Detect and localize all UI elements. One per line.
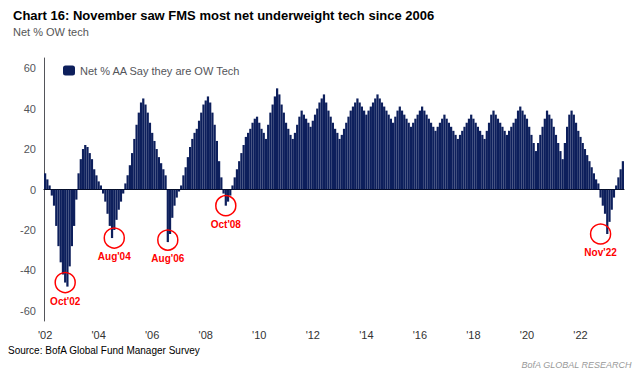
svg-text:Aug'04: Aug'04 xyxy=(98,251,131,262)
svg-text:BofA GLOBAL RESEARCH: BofA GLOBAL RESEARCH xyxy=(521,360,632,370)
svg-text:Oct'02: Oct'02 xyxy=(50,296,81,307)
svg-text:'08: '08 xyxy=(199,329,213,341)
svg-text:-20: -20 xyxy=(20,224,36,236)
svg-text:-40: -40 xyxy=(20,264,36,276)
svg-text:'12: '12 xyxy=(306,329,320,341)
svg-text:Net % AA Say they are OW Tech: Net % AA Say they are OW Tech xyxy=(80,65,239,77)
svg-text:'18: '18 xyxy=(466,329,480,341)
svg-text:0: 0 xyxy=(30,184,36,196)
svg-text:Oct'08: Oct'08 xyxy=(211,219,242,230)
svg-text:40: 40 xyxy=(24,103,36,115)
svg-text:60: 60 xyxy=(24,62,36,74)
svg-text:'02: '02 xyxy=(38,329,52,341)
svg-text:'22: '22 xyxy=(573,329,587,341)
svg-text:Chart 16: November saw FMS mos: Chart 16: November saw FMS most net unde… xyxy=(13,8,434,23)
svg-text:'10: '10 xyxy=(252,329,266,341)
svg-text:Net % OW tech: Net % OW tech xyxy=(13,26,89,38)
svg-text:20: 20 xyxy=(24,143,36,155)
svg-text:'04: '04 xyxy=(91,329,105,341)
svg-text:-60: -60 xyxy=(20,305,36,317)
svg-text:Aug'06: Aug'06 xyxy=(151,253,184,264)
svg-text:'20: '20 xyxy=(520,329,534,341)
svg-text:'14: '14 xyxy=(359,329,373,341)
svg-text:Source: BofA Global Fund Manag: Source: BofA Global Fund Manager Survey xyxy=(8,345,200,356)
svg-text:'06: '06 xyxy=(145,329,159,341)
svg-text:Nov'22: Nov'22 xyxy=(584,247,617,258)
svg-text:'16: '16 xyxy=(413,329,427,341)
